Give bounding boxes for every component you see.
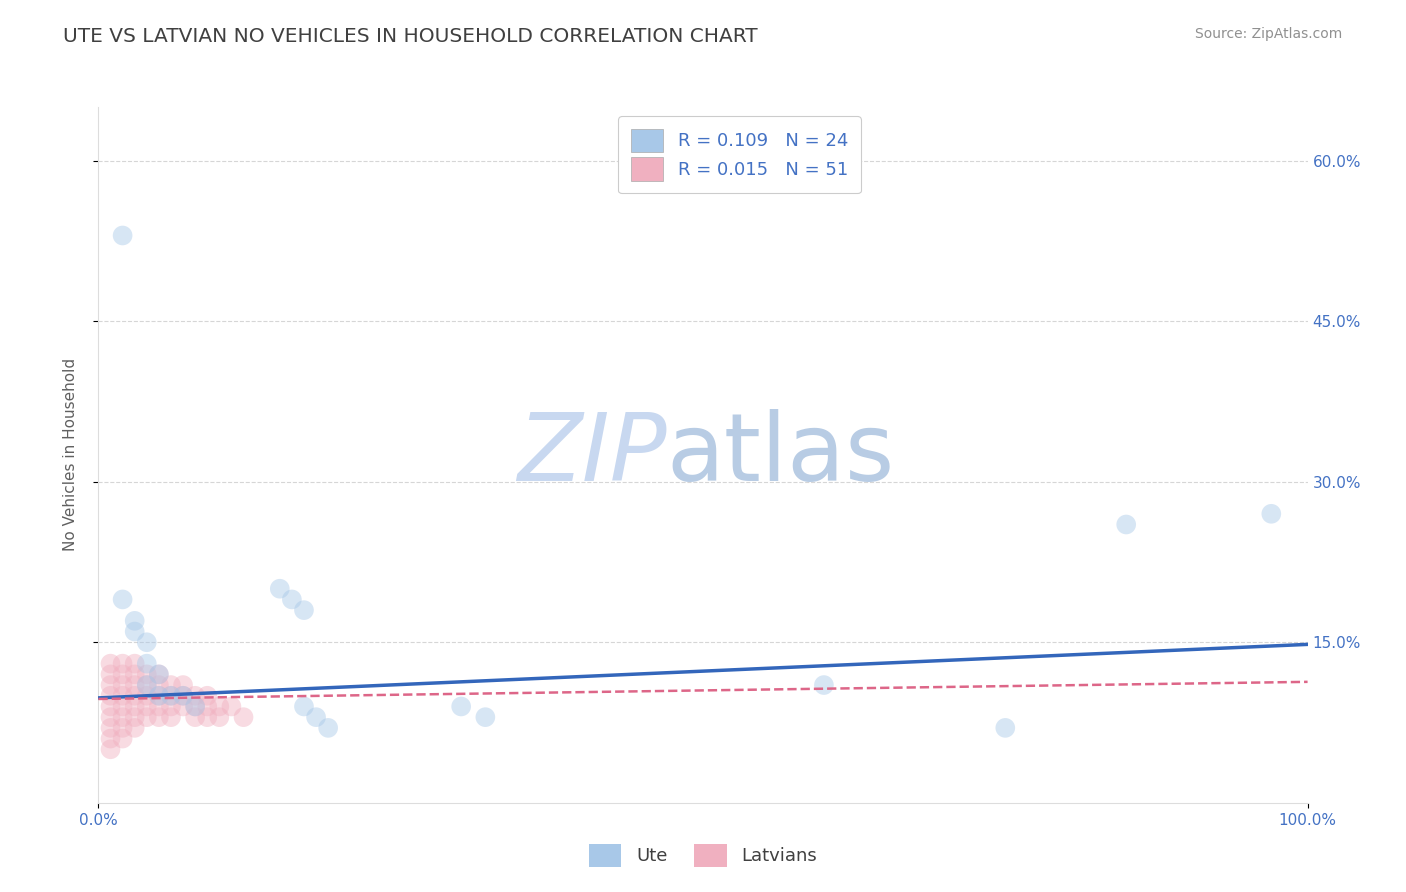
Point bbox=[172, 689, 194, 703]
Point bbox=[124, 710, 146, 724]
Point bbox=[1115, 517, 1137, 532]
Point bbox=[474, 710, 496, 724]
Point bbox=[135, 710, 157, 724]
Point bbox=[111, 592, 134, 607]
Point bbox=[292, 699, 315, 714]
Point bbox=[148, 667, 170, 681]
Text: Source: ZipAtlas.com: Source: ZipAtlas.com bbox=[1195, 27, 1343, 41]
Point bbox=[172, 699, 194, 714]
Point bbox=[148, 689, 170, 703]
Point bbox=[135, 678, 157, 692]
Point bbox=[124, 689, 146, 703]
Point bbox=[148, 710, 170, 724]
Point bbox=[135, 657, 157, 671]
Text: UTE VS LATVIAN NO VEHICLES IN HOUSEHOLD CORRELATION CHART: UTE VS LATVIAN NO VEHICLES IN HOUSEHOLD … bbox=[63, 27, 758, 45]
Point bbox=[184, 699, 207, 714]
Point bbox=[111, 678, 134, 692]
Point bbox=[269, 582, 291, 596]
Point bbox=[195, 710, 218, 724]
Point bbox=[111, 710, 134, 724]
Point bbox=[124, 699, 146, 714]
Y-axis label: No Vehicles in Household: No Vehicles in Household bbox=[63, 359, 77, 551]
Point bbox=[813, 678, 835, 692]
Point bbox=[232, 710, 254, 724]
Point bbox=[135, 678, 157, 692]
Point bbox=[111, 657, 134, 671]
Point bbox=[160, 689, 183, 703]
Point bbox=[160, 699, 183, 714]
Point bbox=[100, 657, 122, 671]
Point bbox=[100, 689, 122, 703]
Point bbox=[305, 710, 328, 724]
Point bbox=[184, 689, 207, 703]
Legend: R = 0.109   N = 24, R = 0.015   N = 51: R = 0.109 N = 24, R = 0.015 N = 51 bbox=[619, 116, 860, 194]
Point bbox=[281, 592, 304, 607]
Point bbox=[195, 699, 218, 714]
Point bbox=[124, 624, 146, 639]
Point bbox=[111, 721, 134, 735]
Point bbox=[221, 699, 243, 714]
Point bbox=[111, 228, 134, 243]
Point bbox=[160, 689, 183, 703]
Point bbox=[172, 678, 194, 692]
Point bbox=[135, 635, 157, 649]
Point bbox=[100, 731, 122, 746]
Point bbox=[208, 710, 231, 724]
Point bbox=[195, 689, 218, 703]
Point bbox=[135, 699, 157, 714]
Point bbox=[111, 689, 134, 703]
Point bbox=[111, 731, 134, 746]
Point bbox=[316, 721, 339, 735]
Point bbox=[124, 678, 146, 692]
Point bbox=[148, 678, 170, 692]
Point bbox=[100, 699, 122, 714]
Point bbox=[124, 657, 146, 671]
Text: atlas: atlas bbox=[666, 409, 896, 501]
Point bbox=[135, 689, 157, 703]
Point bbox=[208, 699, 231, 714]
Point bbox=[1260, 507, 1282, 521]
Point bbox=[100, 742, 122, 756]
Point bbox=[111, 699, 134, 714]
Point bbox=[292, 603, 315, 617]
Point bbox=[994, 721, 1017, 735]
Text: ZIP: ZIP bbox=[517, 409, 666, 500]
Point bbox=[184, 699, 207, 714]
Point bbox=[100, 710, 122, 724]
Point bbox=[160, 710, 183, 724]
Point bbox=[124, 721, 146, 735]
Point bbox=[148, 667, 170, 681]
Point bbox=[124, 614, 146, 628]
Point bbox=[100, 721, 122, 735]
Point bbox=[160, 678, 183, 692]
Point bbox=[100, 667, 122, 681]
Point bbox=[148, 689, 170, 703]
Point bbox=[135, 667, 157, 681]
Point bbox=[124, 667, 146, 681]
Point bbox=[172, 689, 194, 703]
Point bbox=[100, 678, 122, 692]
Point bbox=[184, 710, 207, 724]
Point bbox=[450, 699, 472, 714]
Point bbox=[148, 699, 170, 714]
Legend: Ute, Latvians: Ute, Latvians bbox=[582, 837, 824, 874]
Point bbox=[111, 667, 134, 681]
